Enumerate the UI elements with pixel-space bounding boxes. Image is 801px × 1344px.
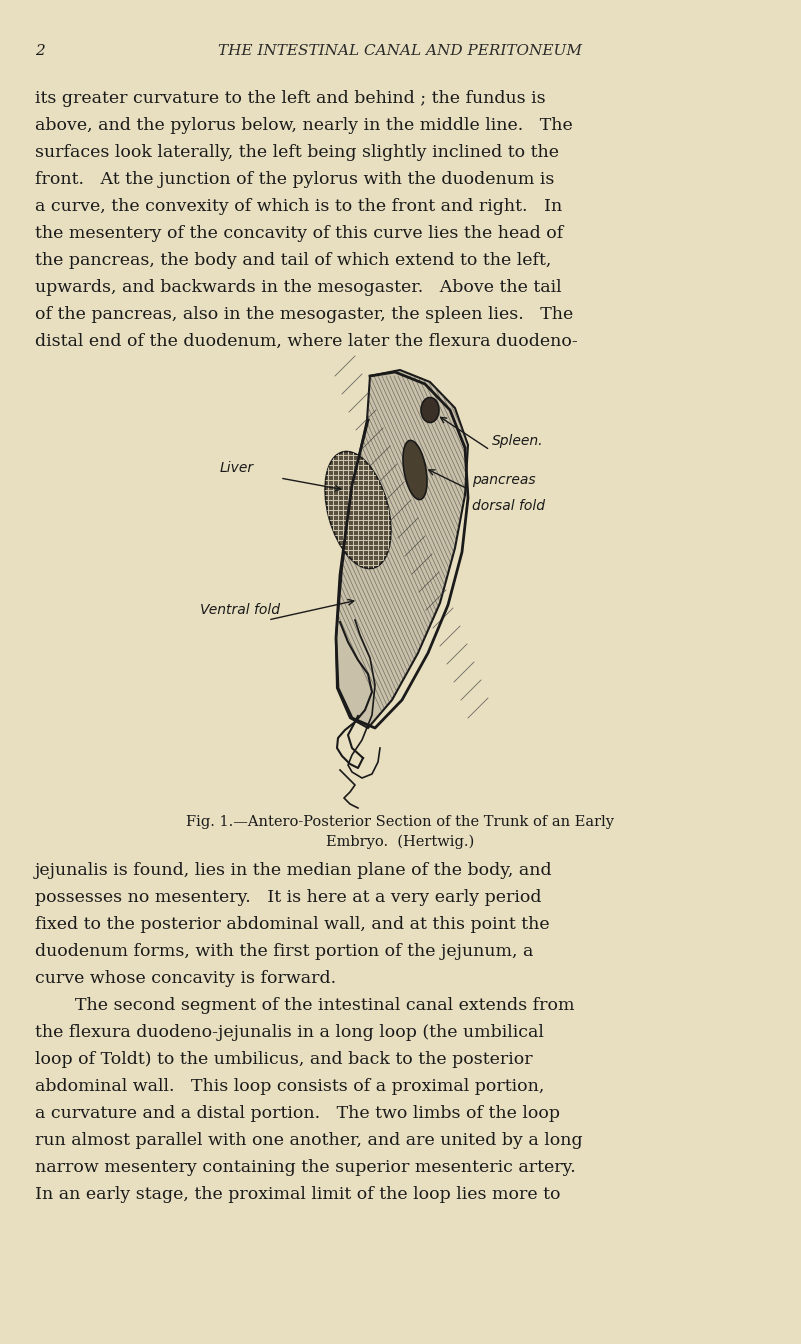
Text: a curvature and a distal portion.   The two limbs of the loop: a curvature and a distal portion. The tw… bbox=[35, 1105, 560, 1122]
Text: loop of Toldt) to the umbilicus, and back to the posterior: loop of Toldt) to the umbilicus, and bac… bbox=[35, 1051, 533, 1068]
Text: of the pancreas, also in the mesogaster, the spleen lies.   The: of the pancreas, also in the mesogaster,… bbox=[35, 306, 574, 323]
Text: possesses no mesentery.   It is here at a very early period: possesses no mesentery. It is here at a … bbox=[35, 888, 541, 906]
Text: narrow mesentery containing the superior mesenteric artery.: narrow mesentery containing the superior… bbox=[35, 1159, 576, 1176]
Text: run almost parallel with one another, and are united by a long: run almost parallel with one another, an… bbox=[35, 1132, 582, 1149]
Text: pancreas: pancreas bbox=[472, 473, 536, 487]
Text: dorsal fold: dorsal fold bbox=[472, 499, 545, 513]
Text: distal end of the duodenum, where later the flexura duodeno-: distal end of the duodenum, where later … bbox=[35, 333, 578, 349]
Text: curve whose concavity is forward.: curve whose concavity is forward. bbox=[35, 970, 336, 986]
Text: The second segment of the intestinal canal extends from: The second segment of the intestinal can… bbox=[75, 997, 574, 1013]
Text: fixed to the posterior abdominal wall, and at this point the: fixed to the posterior abdominal wall, a… bbox=[35, 917, 549, 933]
Text: the flexura duodeno-jejunalis in a long loop (the umbilical: the flexura duodeno-jejunalis in a long … bbox=[35, 1024, 544, 1042]
Text: Liver: Liver bbox=[220, 461, 254, 474]
Text: its greater curvature to the left and behind ; the fundus is: its greater curvature to the left and be… bbox=[35, 90, 545, 108]
Text: Embryo.  (Hertwig.): Embryo. (Hertwig.) bbox=[326, 835, 474, 849]
Text: Spleen.: Spleen. bbox=[492, 434, 544, 448]
Ellipse shape bbox=[325, 452, 391, 569]
Text: a curve, the convexity of which is to the front and right.   In: a curve, the convexity of which is to th… bbox=[35, 198, 562, 215]
Text: the pancreas, the body and tail of which extend to the left,: the pancreas, the body and tail of which… bbox=[35, 253, 551, 269]
Text: Fig. 1.—Antero-Posterior Section of the Trunk of an Early: Fig. 1.—Antero-Posterior Section of the … bbox=[186, 814, 614, 829]
Text: In an early stage, the proximal limit of the loop lies more to: In an early stage, the proximal limit of… bbox=[35, 1185, 561, 1203]
Text: duodenum forms, with the first portion of the jejunum, a: duodenum forms, with the first portion o… bbox=[35, 943, 533, 960]
Ellipse shape bbox=[421, 398, 439, 422]
Text: abdominal wall.   This loop consists of a proximal portion,: abdominal wall. This loop consists of a … bbox=[35, 1078, 545, 1095]
Text: front.   At the junction of the pylorus with the duodenum is: front. At the junction of the pylorus wi… bbox=[35, 171, 554, 188]
Text: jejunalis is found, lies in the median plane of the body, and: jejunalis is found, lies in the median p… bbox=[35, 862, 553, 879]
Text: the mesentery of the concavity of this curve lies the head of: the mesentery of the concavity of this c… bbox=[35, 224, 563, 242]
Text: THE INTESTINAL CANAL AND PERITONEUM: THE INTESTINAL CANAL AND PERITONEUM bbox=[218, 44, 582, 58]
Ellipse shape bbox=[403, 441, 427, 500]
Polygon shape bbox=[336, 370, 468, 728]
Text: surfaces look laterally, the left being slightly inclined to the: surfaces look laterally, the left being … bbox=[35, 144, 559, 161]
Text: above, and the pylorus below, nearly in the middle line.   The: above, and the pylorus below, nearly in … bbox=[35, 117, 573, 134]
Text: Ventral fold: Ventral fold bbox=[200, 603, 280, 617]
Text: upwards, and backwards in the mesogaster.   Above the tail: upwards, and backwards in the mesogaster… bbox=[35, 280, 562, 296]
Text: 2: 2 bbox=[35, 44, 45, 58]
